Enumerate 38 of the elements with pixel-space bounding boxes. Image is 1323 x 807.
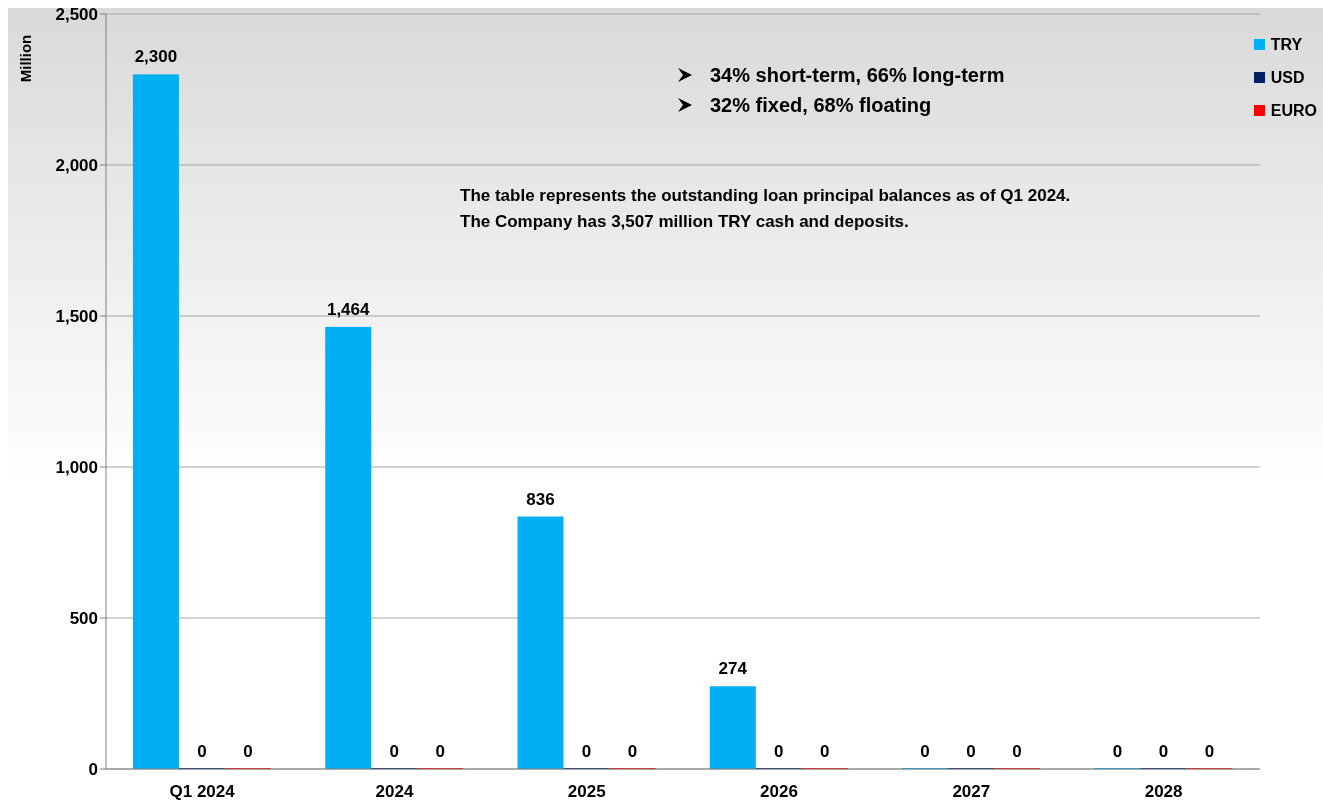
legend-label: USD [1270, 68, 1305, 88]
data-label: 0 [1204, 742, 1215, 761]
data-label: 0 [820, 742, 830, 761]
annotation: The Company has 3,507 million TRY cash and deposits. [460, 211, 910, 233]
y-axis-title: Million [17, 34, 35, 82]
x-tick-label: 2026 [760, 782, 798, 802]
legend-label: EURO [1270, 101, 1317, 121]
data-label: 0 [435, 742, 445, 761]
data-label: 2,300 [134, 47, 178, 67]
data-label: 0 [1158, 742, 1169, 761]
x-tick-label: 2028 [1144, 782, 1183, 802]
y-tick-label: 0 [88, 760, 98, 780]
x-tick-label: Q1 2024 [169, 782, 236, 802]
x-tick-label: 2027 [952, 782, 991, 802]
y-tick-label: 1,500 [55, 307, 98, 327]
y-tick-label: 1,000 [55, 458, 98, 478]
annotation: The table represents the outstanding loan principal balances as of Q1 2024. [460, 185, 1071, 207]
data-label: 836 [526, 489, 555, 509]
data-label: 0 [389, 742, 399, 761]
data-label: 0 [920, 742, 930, 761]
data-label: 0 [774, 742, 784, 761]
data-label: 1,464 [326, 299, 371, 319]
data-label: 0 [1012, 742, 1022, 761]
data-label: 0 [627, 742, 638, 761]
y-tick-label: 2,000 [55, 156, 98, 176]
data-label: 0 [966, 742, 976, 761]
data-label: 274 [718, 659, 748, 679]
data-label: 0 [581, 742, 592, 761]
data-label: 0 [1112, 742, 1123, 761]
legend-label: TRY [1270, 35, 1303, 55]
x-tick-label: 2025 [567, 782, 606, 802]
y-tick-label: 2,500 [55, 5, 98, 25]
x-tick-label: 2024 [375, 782, 414, 802]
annotation: 32% fixed, 68% floating [710, 93, 932, 118]
annotation: 34% short-term, 66% long-term [710, 63, 1005, 88]
y-tick-label: 500 [69, 609, 98, 629]
data-label: 0 [243, 742, 253, 761]
data-label: 0 [197, 742, 207, 761]
